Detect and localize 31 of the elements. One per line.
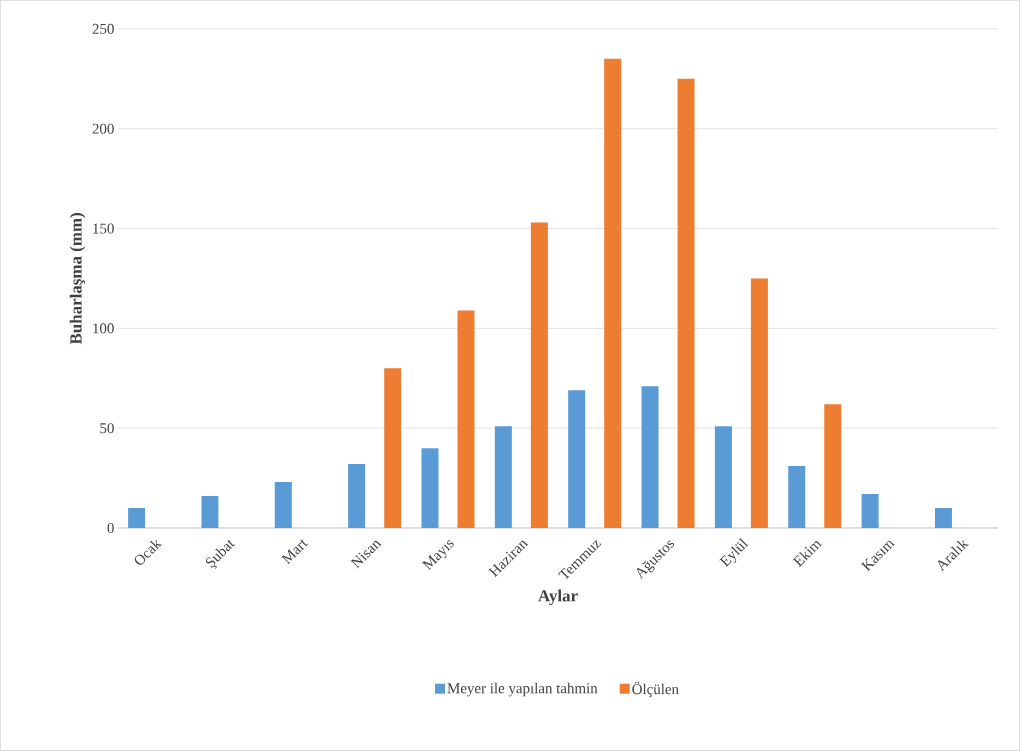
bar	[824, 404, 842, 529]
y-tick-label: 150	[93, 223, 114, 234]
y-axis-title: Buharlaşma (mm)	[69, 213, 86, 345]
bar	[861, 494, 879, 529]
y-tick-label: 250	[92, 23, 114, 34]
bar	[714, 426, 732, 529]
y-tick-label: 200	[92, 123, 114, 134]
x-tick-label: Ocak	[134, 540, 162, 565]
y-tick-label: 50	[100, 423, 114, 434]
bar	[750, 278, 768, 529]
x-axis-title: Aylar	[538, 589, 578, 606]
y-tick-label: 100	[93, 323, 114, 334]
bar	[457, 310, 475, 529]
bar	[677, 78, 695, 529]
bar	[788, 466, 806, 529]
bar	[494, 426, 512, 529]
bar	[128, 508, 146, 529]
bar	[568, 390, 586, 529]
bar	[421, 448, 439, 529]
bar	[348, 464, 366, 529]
bar	[384, 368, 402, 529]
legend-label: Meyer ile yapılan tahmin	[447, 682, 598, 697]
bar	[934, 508, 952, 529]
bar	[274, 482, 292, 529]
bar	[530, 222, 548, 529]
y-tick-label: 0	[107, 522, 114, 534]
bar	[604, 58, 622, 529]
bar	[641, 386, 659, 529]
legend-label: Ölçülen	[632, 681, 679, 698]
x-tick-label: Mart	[281, 539, 308, 565]
bar	[201, 496, 219, 529]
